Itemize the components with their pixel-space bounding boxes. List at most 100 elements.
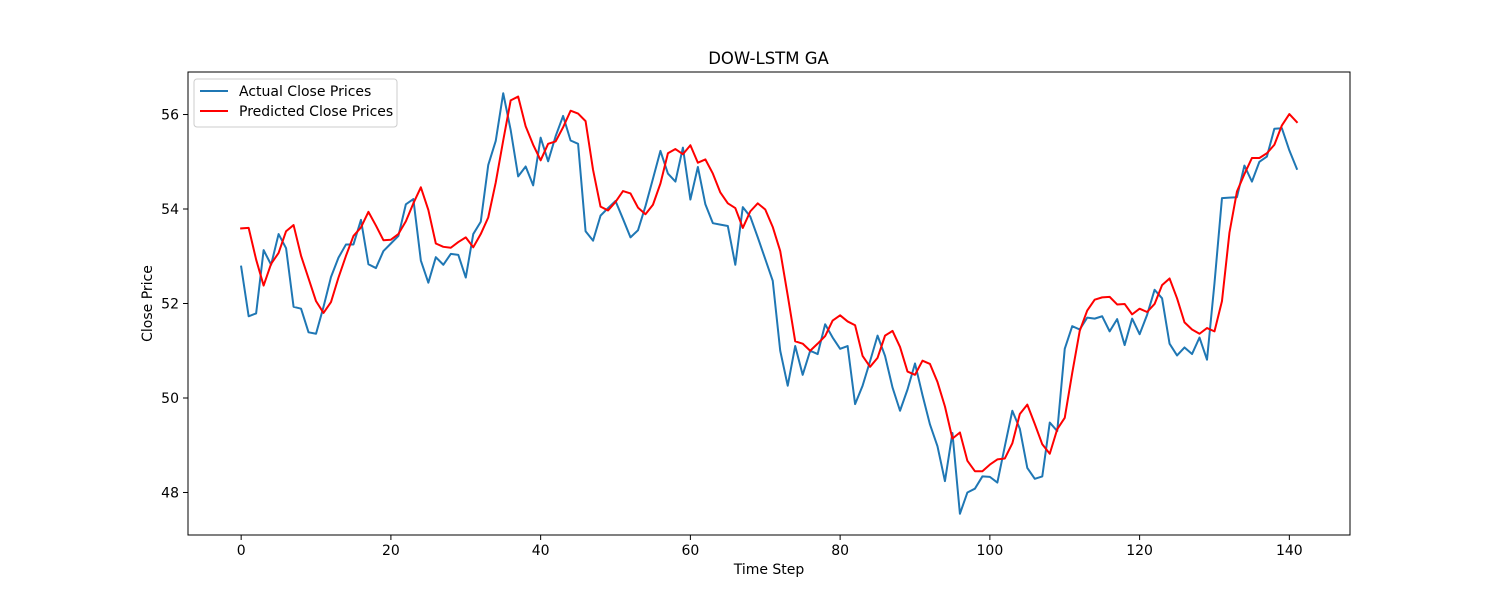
data-point-predicted [435, 243, 437, 245]
data-point-actual [502, 92, 504, 94]
data-point-predicted [495, 182, 497, 184]
data-point-predicted [921, 360, 923, 362]
data-point-actual [577, 143, 579, 145]
data-point-predicted [517, 96, 519, 98]
legend: Actual Close Prices Predicted Close Pric… [193, 78, 398, 128]
data-point-predicted [487, 217, 489, 219]
data-point-actual [495, 140, 497, 142]
data-point-actual [652, 178, 654, 180]
data-point-predicted [532, 144, 534, 146]
data-point-predicted [674, 148, 676, 150]
data-point-actual [779, 350, 781, 352]
data-point-predicted [682, 153, 684, 155]
data-point-actual [832, 337, 834, 339]
data-point-actual [697, 166, 699, 168]
data-point-predicted [622, 190, 624, 192]
data-point-predicted [270, 263, 272, 265]
data-point-actual [1139, 333, 1141, 335]
y-tick-label: 50 [161, 391, 179, 407]
data-point-actual [824, 323, 826, 325]
data-point-predicted [352, 235, 354, 237]
data-point-actual [532, 184, 534, 186]
data-point-actual [1221, 197, 1223, 199]
data-point-actual [1161, 297, 1163, 299]
data-point-actual [742, 206, 744, 208]
data-point-predicted [1124, 303, 1126, 305]
data-point-predicted [1011, 442, 1013, 444]
data-point-predicted [869, 366, 871, 368]
data-point-actual [989, 476, 991, 478]
data-point-predicted [382, 239, 384, 241]
data-point-actual [622, 218, 624, 220]
data-point-actual [1191, 353, 1193, 355]
data-point-predicted [892, 330, 894, 332]
data-point-actual [1199, 337, 1201, 339]
data-point-actual [682, 147, 684, 149]
data-point-predicted [457, 241, 459, 243]
data-point-predicted [1176, 297, 1178, 299]
data-point-predicted [1041, 443, 1043, 445]
x-tick-label: 0 [237, 543, 246, 559]
data-point-actual [704, 203, 706, 205]
data-point-predicted [1251, 157, 1253, 159]
data-point-predicted [802, 343, 804, 345]
data-point-predicted [390, 239, 392, 241]
y-axis: 48 50 52 54 56 [161, 108, 188, 501]
data-point-predicted [757, 202, 759, 204]
data-point-actual [300, 308, 302, 310]
legend-label-predicted: Predicted Close Prices [239, 104, 393, 120]
data-point-actual [1019, 428, 1021, 430]
data-point-predicted [412, 202, 414, 204]
data-point-predicted [1169, 277, 1171, 279]
data-point-predicted [600, 206, 602, 208]
data-point-predicted [1064, 417, 1066, 419]
data-point-predicted [749, 210, 751, 212]
data-point-predicted [884, 335, 886, 337]
data-point-predicted [1266, 152, 1268, 154]
data-point-predicted [375, 225, 377, 227]
data-point-actual [360, 219, 362, 221]
data-point-predicted [263, 285, 265, 287]
y-tick-label: 52 [161, 297, 179, 313]
data-point-actual [255, 312, 257, 314]
data-point-predicted [862, 355, 864, 357]
data-point-actual [1064, 348, 1066, 350]
data-point-predicted [929, 363, 931, 365]
data-point-predicted [719, 191, 721, 193]
y-tick-label: 54 [161, 202, 179, 218]
x-tick-label: 120 [1126, 543, 1153, 559]
data-point-actual [712, 222, 714, 224]
data-point-actual [907, 388, 909, 390]
data-point-actual [382, 250, 384, 252]
data-point-predicted [1109, 296, 1111, 298]
data-point-predicted [1281, 124, 1283, 126]
data-point-actual [330, 276, 332, 278]
legend-label-actual: Actual Close Prices [239, 84, 371, 100]
data-point-predicted [465, 236, 467, 238]
data-point-actual [959, 513, 961, 515]
data-point-actual [966, 491, 968, 493]
data-point-actual [749, 216, 751, 218]
data-point-predicted [330, 301, 332, 303]
data-point-predicted [959, 431, 961, 433]
data-point-actual [1109, 330, 1111, 332]
data-point-actual [1176, 354, 1178, 356]
x-tick-label: 20 [382, 543, 400, 559]
data-point-actual [570, 140, 572, 142]
data-point-actual [794, 345, 796, 347]
data-point-predicted [1034, 423, 1036, 425]
data-point-actual [921, 394, 923, 396]
data-point-actual [884, 355, 886, 357]
data-point-actual [1146, 314, 1148, 316]
data-point-actual [390, 243, 392, 245]
data-point-actual [248, 315, 250, 317]
data-point-predicted [427, 209, 429, 211]
data-point-predicted [555, 140, 557, 142]
chart-title: DOW-LSTM GA [708, 49, 829, 68]
data-point-predicted [899, 346, 901, 348]
data-point-predicted [420, 186, 422, 188]
data-point-actual [510, 129, 512, 131]
data-point-actual [757, 236, 759, 238]
data-point-actual [240, 266, 242, 268]
